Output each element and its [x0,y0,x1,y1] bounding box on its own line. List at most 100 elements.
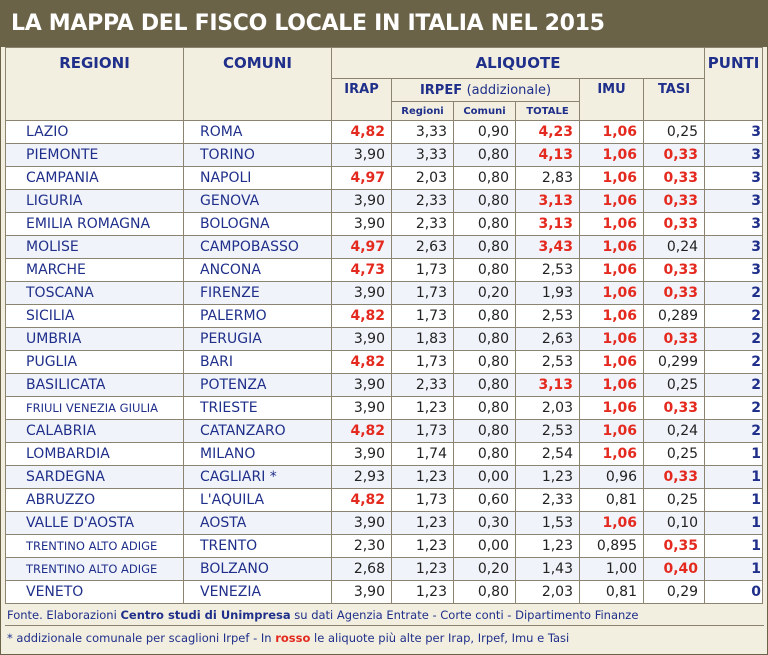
cell-punti: 2 [704,350,764,374]
cell-irpef-comuni: 0,80 [453,442,516,466]
table-row: ABRUZZO L'AQUILA 4,82 1,73 0,60 2,33 0,81 0,25 1 [5,488,764,512]
table-row: VALLE D'AOSTA AOSTA 3,90 1,23 0,30 1,53 1,06 0,… [5,511,764,535]
cell-irpef-totale: 1,23 [515,465,580,489]
cell-tasi: 0,33 [642,465,706,489]
table-row: TRENTINO ALTO ADIGE TRENTO 2,30 1,23 0,00 1,2… [5,534,764,558]
cell-imu: 1,06 [579,419,644,443]
cell-regione: FRIULI VENEZIA GIULIA [5,396,184,420]
header-irpef-label: IRPEF [419,82,463,98]
cell-irpef-regioni: 1,23 [391,396,454,420]
table-row: CAMPANIA NAPOLI 4,97 2,03 0,80 2,83 1,06 0,33 3 [5,166,764,190]
cell-irpef-regioni: 2,03 [391,166,454,190]
table-row: TOSCANA FIRENZE 3,90 1,73 0,20 1,93 1,06 0,33 2 [5,281,764,305]
cell-comune: VENEZIA [183,580,332,604]
cell-comune: FIRENZE [183,281,332,305]
header-aliquote: ALIQUOTE [330,47,706,79]
table-row: SICILIA PALERMO 4,82 1,73 0,80 2,53 1,06 0,289 2 [5,304,764,328]
cell-tasi: 0,33 [642,143,706,167]
cell-irpef-regioni: 2,63 [391,235,454,259]
header-tasi: TASI [642,78,706,121]
cell-irap: 4,82 [331,488,392,512]
table-row: EMILIA ROMAGNA BOLOGNA 3,90 2,33 0,80 3,13 1,0… [5,212,764,236]
table-row: LOMBARDIA MILANO 3,90 1,74 0,80 2,54 1,06 0,25 1 [5,442,764,466]
cell-regione: ABRUZZO [5,488,184,512]
cell-punti: 1 [704,557,764,581]
note-prefix: * addizionale comunale per scaglioni Irp… [7,631,276,645]
cell-irpef-totale: 2,63 [515,327,580,351]
cell-tasi: 0,24 [642,235,706,259]
cell-regione: BASILICATA [5,373,184,397]
cell-irpef-totale: 3,43 [515,235,580,259]
cell-irpef-totale: 4,23 [515,120,580,144]
cell-irpef-comuni: 0,80 [453,189,516,213]
header-irap: IRAP [331,78,392,121]
cell-irpef-regioni: 1,23 [391,534,454,558]
header-irpef-totale: TOTALE [515,101,580,121]
cell-punti: 3 [704,258,764,282]
cell-comune: NAPOLI [183,166,332,190]
cell-irpef-totale: 2,53 [515,258,580,282]
cell-punti: 0 [704,580,764,604]
header-punti: PUNTI [704,47,764,121]
cell-comune: TRENTO [183,534,332,558]
cell-irpef-regioni: 2,33 [391,212,454,236]
cell-irpef-regioni: 1,74 [391,442,454,466]
cell-regione: UMBRIA [5,327,184,351]
cell-imu: 1,06 [579,511,644,535]
cell-regione: SARDEGNA [5,465,184,489]
cell-irap: 3,90 [331,511,392,535]
header-imu: IMU [579,78,644,121]
cell-tasi: 0,25 [642,442,706,466]
cell-regione: SICILIA [5,304,184,328]
cell-irap: 2,93 [331,465,392,489]
cell-irap: 2,68 [331,557,392,581]
cell-irpef-regioni: 1,73 [391,350,454,374]
note-suffix: le aliquote più alte per Irap, Irpef, Im… [310,631,570,645]
cell-imu: 1,06 [579,120,644,144]
cell-regione: LOMBARDIA [5,442,184,466]
table-row: TRENTINO ALTO ADIGE BOLZANO 2,68 1,23 0,20 1,… [5,557,764,581]
cell-irpef-comuni: 0,80 [453,580,516,604]
cell-comune: ROMA [183,120,332,144]
cell-irpef-totale: 2,53 [515,304,580,328]
cell-punti: 2 [704,373,764,397]
cell-irpef-totale: 3,13 [515,212,580,236]
cell-imu: 1,00 [579,557,644,581]
cell-irap: 4,73 [331,258,392,282]
table-row: CALABRIA CATANZARO 4,82 1,73 0,80 2,53 1,06 0,2… [5,419,764,443]
cell-irap: 4,82 [331,419,392,443]
cell-punti: 2 [704,396,764,420]
cell-comune: BOLOGNA [183,212,332,236]
source-note: Fonte. Elaborazioni Centro studi di Unim… [5,605,764,626]
header-regioni: REGIONI [5,47,184,121]
cell-imu: 1,06 [579,350,644,374]
cell-regione: MOLISE [5,235,184,259]
footnote: * addizionale comunale per scaglioni Irp… [5,626,764,650]
table-row: SARDEGNA CAGLIARI * 2,93 1,23 0,00 1,23 0,96 0,… [5,465,764,489]
cell-irpef-totale: 2,03 [515,396,580,420]
cell-irpef-comuni: 0,80 [453,235,516,259]
cell-punti: 2 [704,419,764,443]
header-comuni: COMUNI [183,47,332,121]
cell-irpef-regioni: 1,73 [391,304,454,328]
cell-irpef-comuni: 0,00 [453,465,516,489]
cell-irpef-totale: 2,33 [515,488,580,512]
cell-regione: TOSCANA [5,281,184,305]
cell-regione: PIEMONTE [5,143,184,167]
cell-imu: 1,06 [579,442,644,466]
header-irpef-sub: (addizionale) [466,82,552,98]
cell-tasi: 0,33 [642,166,706,190]
cell-imu: 0,81 [579,488,644,512]
cell-irap: 3,90 [331,189,392,213]
cell-irpef-totale: 2,54 [515,442,580,466]
cell-punti: 2 [704,327,764,351]
cell-imu: 1,06 [579,166,644,190]
cell-tasi: 0,289 [642,304,706,328]
cell-comune: POTENZA [183,373,332,397]
cell-irpef-comuni: 0,00 [453,534,516,558]
cell-imu: 1,06 [579,327,644,351]
cell-punti: 3 [704,212,764,236]
cell-regione: EMILIA ROMAGNA [5,212,184,236]
cell-irap: 2,30 [331,534,392,558]
header-irpef-regioni: Regioni [391,101,454,121]
